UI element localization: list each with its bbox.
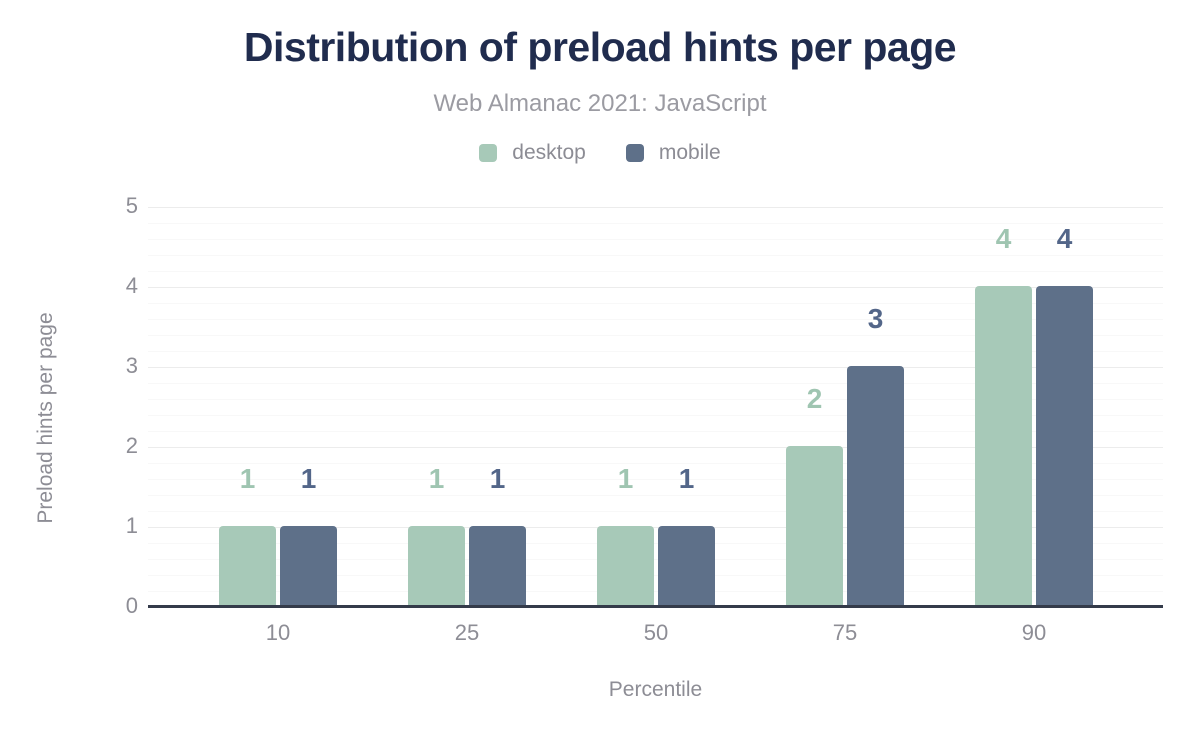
bar-mobile-p10[interactable] (280, 526, 337, 606)
chart-title: Distribution of preload hints per page (243, 24, 957, 70)
bar-mobile-p90[interactable] (1036, 286, 1093, 606)
bar-desktop-p10[interactable] (219, 526, 276, 606)
value-label-desktop-p50: 1 (617, 463, 634, 494)
value-label-mobile-p50: 1 (678, 463, 695, 494)
legend-item-desktop[interactable]: desktop (479, 141, 586, 165)
x-tick-50: 50 (643, 620, 669, 645)
bar-mobile-p25[interactable] (469, 526, 526, 606)
value-label-desktop-p90: 4 (995, 223, 1012, 254)
bar-mobile-p50[interactable] (658, 526, 715, 606)
value-label-mobile-p10: 1 (300, 463, 317, 494)
value-label-mobile-p25: 1 (489, 463, 506, 494)
y-axis-title: Preload hints per page (34, 312, 57, 524)
x-tick-10: 10 (265, 620, 291, 645)
bar-desktop-p75[interactable] (786, 446, 843, 606)
x-tick-75: 75 (832, 620, 858, 645)
x-axis-line (148, 605, 1163, 608)
bar-mobile-p75[interactable] (847, 366, 904, 606)
legend-swatch-desktop-icon (479, 144, 498, 162)
legend-swatch-mobile-icon (625, 144, 644, 162)
y-tick-2: 2 (125, 433, 138, 458)
y-tick-1: 1 (125, 513, 138, 538)
value-label-mobile-p90: 4 (1056, 223, 1073, 254)
bar-desktop-p90[interactable] (975, 286, 1032, 606)
legend: desktop mobile (0, 141, 1200, 165)
y-tick-4: 4 (125, 273, 138, 298)
bar-desktop-p25[interactable] (408, 526, 465, 606)
legend-item-mobile[interactable]: mobile (625, 141, 721, 165)
bar-desktop-p50[interactable] (597, 526, 654, 606)
legend-label-desktop: desktop (512, 141, 586, 164)
value-label-desktop-p25: 1 (428, 463, 445, 494)
x-axis-title: Percentile (608, 678, 703, 701)
y-tick-0: 0 (125, 593, 138, 618)
chart-subtitle: Web Almanac 2021: JavaScript (433, 90, 767, 117)
x-tick-25: 25 (454, 620, 480, 645)
value-label-desktop-p75: 2 (806, 383, 823, 414)
value-label-desktop-p10: 1 (239, 463, 256, 494)
y-tick-3: 3 (125, 353, 138, 378)
legend-label-mobile: mobile (658, 141, 721, 164)
x-tick-90: 90 (1021, 620, 1047, 645)
value-label-mobile-p75: 3 (867, 303, 884, 334)
y-tick-5: 5 (125, 193, 138, 218)
